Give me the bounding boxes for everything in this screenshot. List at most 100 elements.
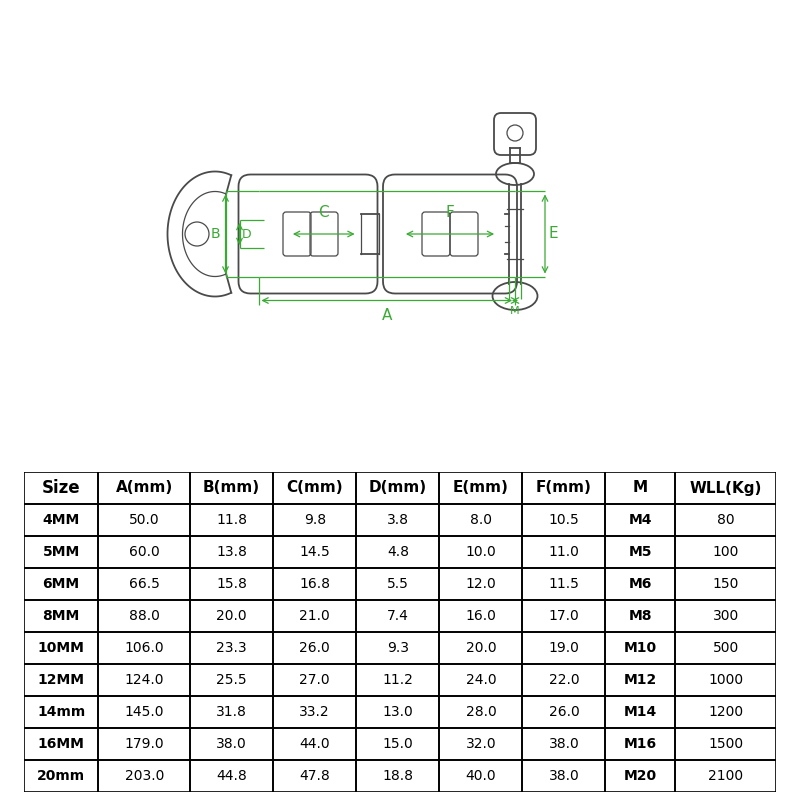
Text: M16: M16 — [624, 737, 657, 751]
Bar — [522, 760, 606, 792]
Text: 13.0: 13.0 — [382, 705, 413, 719]
Text: 26.0: 26.0 — [549, 705, 579, 719]
Bar — [606, 472, 675, 504]
Text: 11.2: 11.2 — [382, 673, 414, 687]
Bar — [190, 664, 274, 696]
Text: 24.0: 24.0 — [466, 673, 496, 687]
Text: 25.5: 25.5 — [216, 673, 247, 687]
Text: 4.8: 4.8 — [387, 545, 409, 559]
Bar — [522, 600, 606, 632]
Bar — [98, 568, 190, 600]
Text: 38.0: 38.0 — [216, 737, 247, 751]
Text: 12.0: 12.0 — [466, 577, 496, 591]
Bar — [439, 664, 522, 696]
Text: 8MM: 8MM — [42, 609, 80, 623]
Text: E(mm): E(mm) — [453, 481, 509, 495]
Bar — [675, 472, 776, 504]
Bar — [274, 568, 356, 600]
Text: 150: 150 — [713, 577, 739, 591]
Bar — [522, 568, 606, 600]
Text: 12MM: 12MM — [38, 673, 85, 687]
Bar — [274, 472, 356, 504]
Text: 13.8: 13.8 — [216, 545, 247, 559]
Bar — [606, 568, 675, 600]
Text: F(mm): F(mm) — [536, 481, 592, 495]
Bar — [356, 632, 439, 664]
Text: 80: 80 — [717, 513, 734, 527]
Bar — [98, 728, 190, 760]
Bar — [190, 632, 274, 664]
Bar — [274, 664, 356, 696]
Bar — [190, 696, 274, 728]
Text: 10.5: 10.5 — [549, 513, 579, 527]
Bar — [190, 568, 274, 600]
Bar — [98, 696, 190, 728]
Bar — [190, 600, 274, 632]
Bar — [675, 568, 776, 600]
Bar — [675, 632, 776, 664]
Bar — [606, 632, 675, 664]
Bar — [274, 728, 356, 760]
Text: 20.0: 20.0 — [216, 609, 247, 623]
Text: 4MM: 4MM — [42, 513, 80, 527]
Bar — [24, 472, 98, 504]
Text: 32.0: 32.0 — [466, 737, 496, 751]
Text: M4: M4 — [629, 513, 652, 527]
Text: M12: M12 — [624, 673, 657, 687]
Text: 16.0: 16.0 — [466, 609, 496, 623]
Bar — [439, 600, 522, 632]
Text: C: C — [318, 205, 329, 220]
Text: 23.3: 23.3 — [216, 641, 247, 655]
Text: M20: M20 — [624, 769, 657, 783]
Bar — [439, 472, 522, 504]
Bar — [98, 472, 190, 504]
Bar — [274, 536, 356, 568]
Bar — [98, 760, 190, 792]
Bar — [439, 760, 522, 792]
Bar — [24, 664, 98, 696]
Text: 11.5: 11.5 — [549, 577, 579, 591]
Text: 124.0: 124.0 — [125, 673, 164, 687]
Bar — [522, 696, 606, 728]
Bar — [356, 568, 439, 600]
Text: 8.0: 8.0 — [470, 513, 492, 527]
Bar — [24, 568, 98, 600]
Bar — [675, 504, 776, 536]
Bar — [356, 472, 439, 504]
Text: 26.0: 26.0 — [299, 641, 330, 655]
Text: 9.3: 9.3 — [387, 641, 409, 655]
Bar — [24, 728, 98, 760]
Text: D: D — [242, 227, 251, 241]
Text: 60.0: 60.0 — [129, 545, 160, 559]
Bar — [675, 664, 776, 696]
Text: 88.0: 88.0 — [129, 609, 160, 623]
Bar — [439, 728, 522, 760]
Text: A: A — [382, 309, 392, 323]
Text: 106.0: 106.0 — [125, 641, 164, 655]
Text: 1000: 1000 — [708, 673, 743, 687]
Text: M5: M5 — [629, 545, 652, 559]
Text: 203.0: 203.0 — [125, 769, 164, 783]
Bar — [439, 504, 522, 536]
Bar — [439, 632, 522, 664]
Text: 2100: 2100 — [708, 769, 743, 783]
Text: 6MM: 6MM — [42, 577, 80, 591]
Bar — [356, 728, 439, 760]
Text: 27.0: 27.0 — [299, 673, 330, 687]
Bar — [190, 504, 274, 536]
Bar — [98, 632, 190, 664]
Bar — [274, 760, 356, 792]
Text: 31.8: 31.8 — [216, 705, 247, 719]
Text: 38.0: 38.0 — [549, 737, 579, 751]
Bar — [675, 760, 776, 792]
Bar — [274, 632, 356, 664]
Bar — [356, 696, 439, 728]
Text: 18.8: 18.8 — [382, 769, 414, 783]
Bar — [98, 600, 190, 632]
Text: 11.8: 11.8 — [216, 513, 247, 527]
Bar — [24, 536, 98, 568]
Text: M10: M10 — [624, 641, 657, 655]
Bar — [356, 760, 439, 792]
Text: 7.4: 7.4 — [387, 609, 409, 623]
Text: C(mm): C(mm) — [286, 481, 343, 495]
